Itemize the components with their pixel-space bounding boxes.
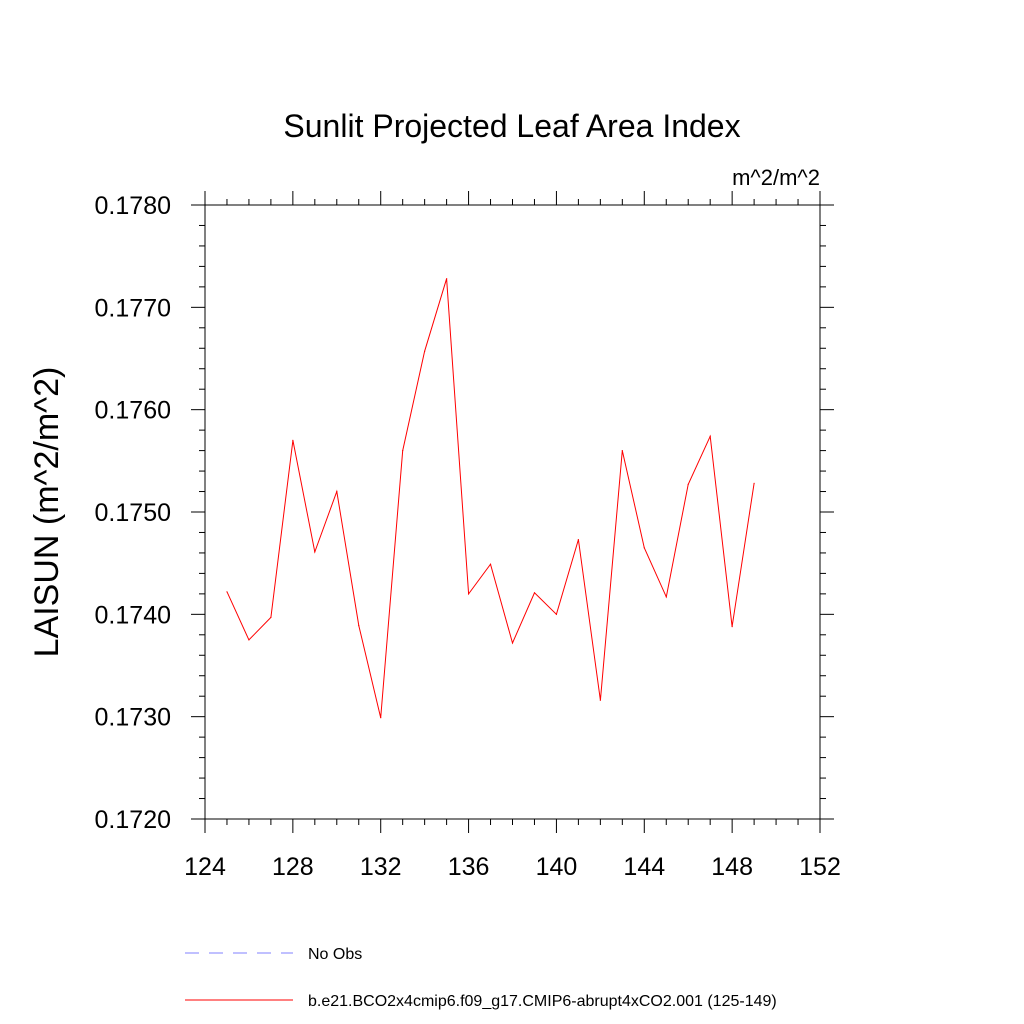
data-point — [599, 699, 601, 701]
x-tick-label: 148 — [711, 853, 753, 881]
y-tick-label: 0.1780 — [95, 192, 171, 220]
y-tick-label: 0.1720 — [95, 806, 171, 834]
x-tick-label: 144 — [623, 853, 665, 881]
x-tick-label: 128 — [272, 853, 314, 881]
data-point — [358, 624, 360, 627]
data-point — [577, 539, 579, 541]
data-point — [665, 596, 667, 598]
data-point — [446, 278, 448, 280]
y-tick-label: 0.1730 — [95, 704, 171, 732]
data-point — [292, 439, 294, 441]
x-tick-label: 124 — [184, 853, 226, 881]
data-point — [753, 482, 755, 484]
y-axis-label: LAISUN (m^2/m^2) — [28, 367, 66, 658]
data-point — [467, 593, 470, 595]
data-point — [621, 450, 623, 452]
units-label: m^2/m^2 — [732, 165, 820, 190]
data-point — [380, 717, 382, 719]
data-point — [402, 450, 404, 452]
y-tick-label: 0.1770 — [95, 294, 171, 322]
x-tick-label: 140 — [536, 853, 578, 881]
y-tick-label: 0.1750 — [95, 499, 171, 527]
legend-label: b.e21.BCO2x4cmip6.f09_g17.CMIP6-abrupt4x… — [308, 993, 777, 1010]
data-point — [731, 626, 733, 628]
data-point — [226, 591, 228, 593]
data-point — [709, 435, 711, 437]
plot-area: 124 128 132 136 140 144 148 152 0.1720 0.1730 0.17… — [95, 191, 841, 881]
data-point — [687, 483, 689, 485]
data-point — [314, 551, 316, 553]
data-point — [248, 639, 250, 641]
y-tick-label: 0.1740 — [95, 601, 171, 629]
x-tick-label: 132 — [360, 853, 402, 881]
data-point — [489, 563, 492, 565]
y-tick-label: 0.1760 — [95, 397, 171, 425]
data-point — [336, 490, 338, 493]
chart-title: Sunlit Projected Leaf Area Index — [283, 108, 740, 144]
data-point — [643, 547, 645, 549]
data-point — [270, 616, 272, 619]
legend-label: No Obs — [308, 946, 362, 963]
x-tick-label: 152 — [799, 853, 841, 881]
x-tick-label: 136 — [448, 853, 490, 881]
data-point — [555, 613, 558, 615]
legend: No Obs b.e21.BCO2x4cmip6.f09_g17.CMIP6-ab… — [185, 946, 777, 1010]
plot-frame — [204, 204, 821, 820]
data-point — [424, 350, 426, 352]
data-point — [533, 592, 536, 594]
data-point — [511, 642, 514, 644]
series-line — [226, 278, 755, 718]
